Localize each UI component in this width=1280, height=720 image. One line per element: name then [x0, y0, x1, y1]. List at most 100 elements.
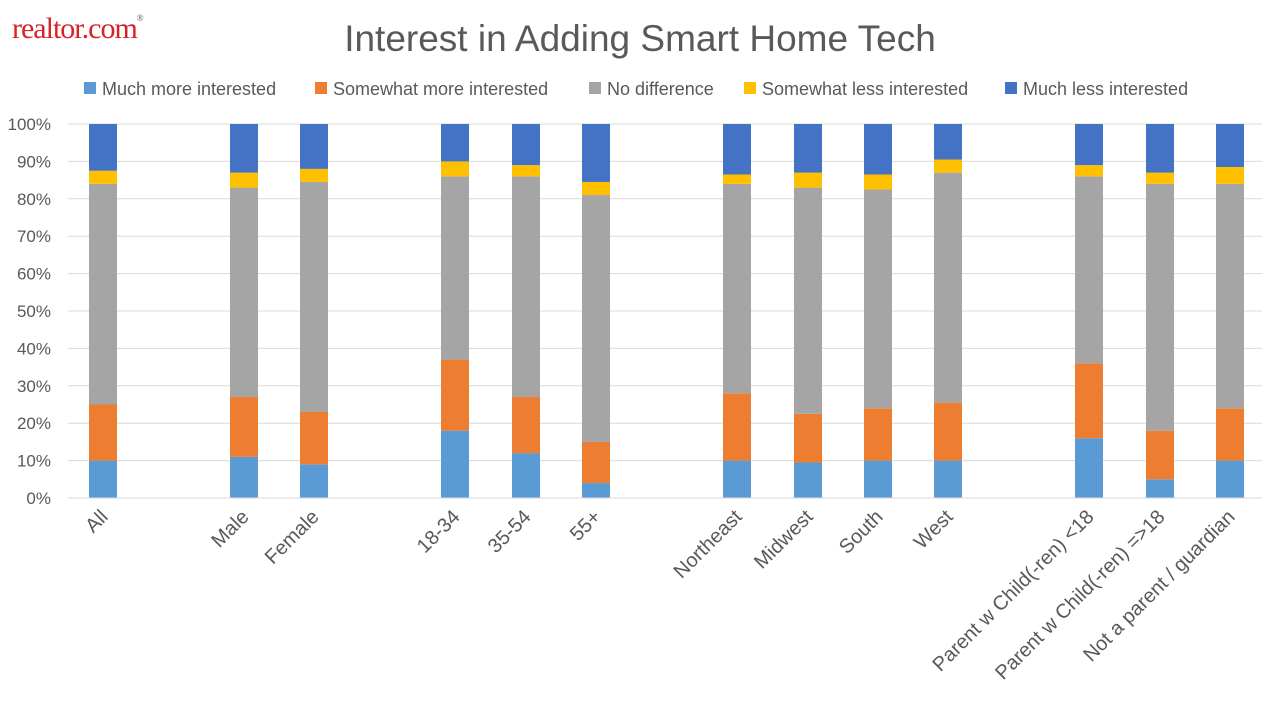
- bar-segment: [230, 187, 258, 398]
- bar-segment: [230, 172, 258, 188]
- x-tick-label: West: [910, 506, 958, 554]
- bar-segment: [89, 124, 117, 171]
- bar-segment: [1075, 165, 1103, 177]
- bar-segment: [89, 170, 117, 184]
- bar-segment: [1075, 363, 1103, 439]
- bar-segment: [794, 187, 822, 414]
- bar-segment: [864, 460, 892, 498]
- legend-swatch: [84, 82, 96, 94]
- bar-segment: [864, 189, 892, 409]
- bar-segment: [512, 124, 540, 166]
- bar-segment: [934, 172, 962, 403]
- bar-segment: [723, 174, 751, 184]
- bar-stack: [441, 124, 469, 498]
- logo-text: realtor.com: [12, 12, 138, 45]
- bar-segment: [794, 172, 822, 188]
- bar-stack: [300, 124, 328, 498]
- bar-segment: [512, 176, 540, 398]
- bar-segment: [300, 181, 328, 412]
- bar-segment: [934, 159, 962, 173]
- gridlines: [68, 123, 1262, 499]
- registered-mark: ®: [136, 13, 144, 23]
- bar-segment: [934, 402, 962, 461]
- x-tick-label: 55+: [566, 506, 606, 546]
- y-axis: 0% 10% 20% 30% 40% 50% 60% 70% 80% 90% 100%: [8, 115, 51, 508]
- y-tick-label: 20%: [17, 414, 51, 433]
- bar-segment: [1146, 479, 1174, 498]
- bar-segment: [723, 124, 751, 175]
- bar-segment: [723, 183, 751, 394]
- bar-segment: [441, 124, 469, 162]
- y-tick-label: 80%: [17, 190, 51, 209]
- bar-stack: [89, 124, 117, 498]
- bar-segment: [89, 183, 117, 405]
- bar-segment: [582, 181, 610, 196]
- bar-segment: [441, 359, 469, 431]
- bar-segment: [934, 460, 962, 498]
- bar-segment: [1075, 176, 1103, 364]
- legend-swatch: [589, 82, 601, 94]
- legend-item: Much less interested: [1005, 79, 1188, 99]
- x-tick-label: Male: [207, 506, 253, 552]
- bar-segment: [582, 483, 610, 498]
- y-tick-label: 60%: [17, 265, 51, 284]
- bar-segment: [794, 413, 822, 463]
- bar-segment: [1146, 430, 1174, 480]
- x-tick-label: Midwest: [750, 506, 818, 574]
- bar-segment: [300, 411, 328, 465]
- legend-swatch: [1005, 82, 1017, 94]
- legend-item: Somewhat less interested: [744, 79, 968, 99]
- legend-item: Somewhat more interested: [315, 79, 548, 99]
- bar-stack: [934, 124, 962, 498]
- y-tick-label: 0%: [26, 489, 51, 508]
- bar-segment: [230, 456, 258, 498]
- bar-segment: [512, 165, 540, 177]
- bar-segment: [864, 174, 892, 190]
- x-tick-label: Female: [261, 506, 324, 569]
- bar-segment: [582, 195, 610, 442]
- bar-segment: [794, 462, 822, 498]
- legend-swatch: [744, 82, 756, 94]
- y-tick-label: 40%: [17, 339, 51, 358]
- bar-segment: [723, 460, 751, 498]
- bar-segment: [1216, 408, 1244, 461]
- y-tick-label: 10%: [17, 452, 51, 471]
- x-tick-label: 35-54: [484, 506, 536, 558]
- bars: [89, 124, 1244, 498]
- y-tick-label: 50%: [17, 302, 51, 321]
- bar-stack: [794, 124, 822, 498]
- bar-segment: [230, 124, 258, 173]
- bar-stack: [230, 124, 258, 498]
- bar-segment: [723, 393, 751, 461]
- legend-label: No difference: [607, 79, 714, 99]
- bar-segment: [300, 124, 328, 169]
- y-tick-label: 90%: [17, 152, 51, 171]
- x-tick-label: Northeast: [670, 506, 747, 583]
- bar-segment: [582, 124, 610, 182]
- legend-item: No difference: [589, 79, 714, 99]
- legend-label: Much more interested: [102, 79, 276, 99]
- bar-segment: [441, 430, 469, 498]
- y-tick-label: 100%: [8, 115, 51, 134]
- legend-label: Much less interested: [1023, 79, 1188, 99]
- bar-segment: [934, 124, 962, 160]
- y-tick-label: 30%: [17, 377, 51, 396]
- bar-segment: [864, 408, 892, 461]
- bar-segment: [794, 124, 822, 173]
- bar-segment: [512, 453, 540, 498]
- bar-segment: [1216, 167, 1244, 184]
- bar-segment: [1146, 172, 1174, 184]
- x-tick-label: South: [835, 506, 888, 559]
- bar-segment: [230, 397, 258, 457]
- bar-segment: [1216, 183, 1244, 409]
- y-tick-label: 70%: [17, 227, 51, 246]
- bar-stack: [512, 124, 540, 498]
- x-tick-label: All: [81, 506, 112, 537]
- bar-segment: [512, 397, 540, 454]
- bar-segment: [441, 176, 469, 360]
- chart-title: Interest in Adding Smart Home Tech: [344, 18, 936, 59]
- x-tick-label: 18-34: [413, 506, 465, 558]
- bar-segment: [300, 168, 328, 182]
- chart-legend: Much more interested Somewhat more intere…: [84, 79, 1188, 99]
